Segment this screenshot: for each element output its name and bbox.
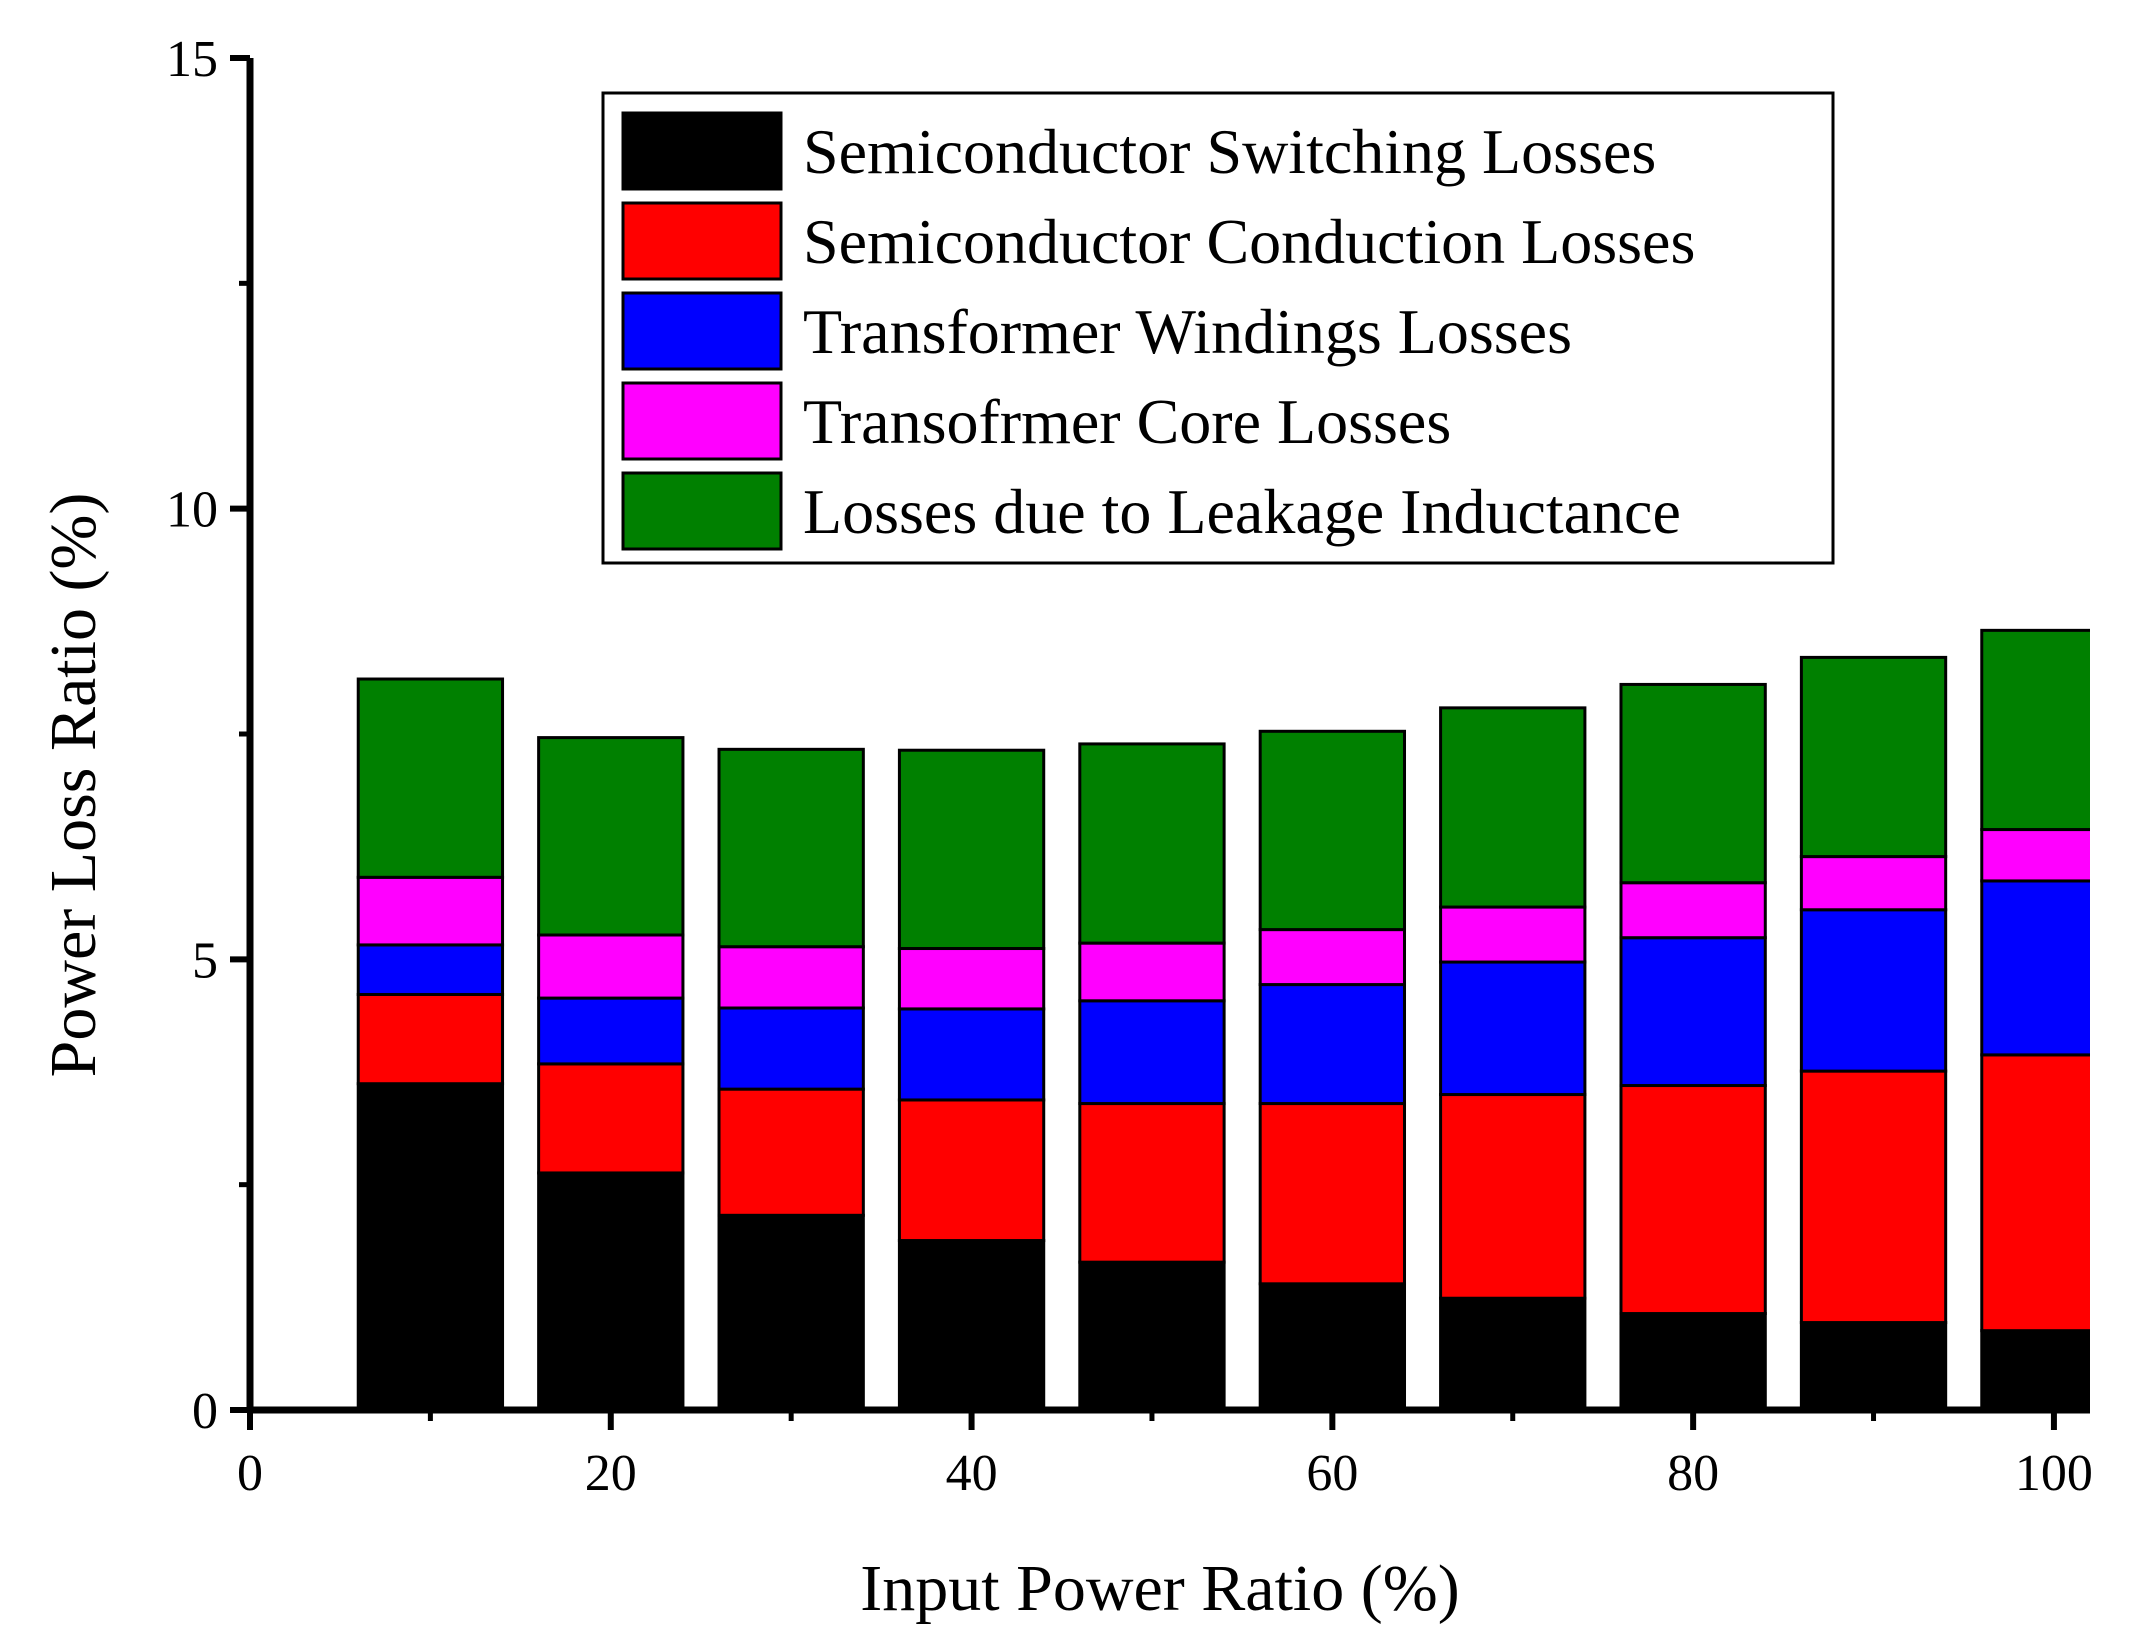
x-axis-title: Input Power Ratio (%) — [860, 1552, 1459, 1625]
bar-segment-30-series-3 — [717, 945, 865, 1010]
bar-segment-20-series-4 — [537, 736, 685, 937]
bar-segment-50-series-1 — [1078, 1102, 1226, 1264]
bar-segment-50-series-3 — [1078, 941, 1226, 1003]
bar-segment-60-series-1 — [1258, 1102, 1407, 1286]
bar-segment-40-series-4 — [897, 748, 1046, 951]
legend-label-2: Transformer Windings Losses — [803, 296, 1572, 367]
y-tick-label-10: 10 — [166, 482, 218, 539]
x-tick-label-0: 0 — [237, 1445, 263, 1502]
bar-segment-70-series-2 — [1439, 960, 1587, 1097]
bar-segment-50-series-4 — [1078, 742, 1226, 945]
bar-segment-50-series-2 — [1078, 999, 1226, 1106]
bar-segment-20-series-2 — [537, 996, 685, 1066]
bar-segment-100-series-1 — [1980, 1053, 2090, 1333]
bars-group — [356, 628, 2090, 1412]
bar-segment-100-series-3 — [1980, 828, 2090, 883]
bar-segment-10-series-0 — [356, 1082, 505, 1412]
bar-segment-70-series-0 — [1439, 1296, 1587, 1412]
legend-label-1: Semiconductor Conduction Losses — [803, 206, 1695, 277]
bar-segment-60-series-3 — [1258, 928, 1407, 987]
x-tick-label-40: 40 — [946, 1445, 998, 1502]
bar-segment-100-series-0 — [1980, 1329, 2090, 1412]
ticks-group: 0 5 10 15 0 20 40 60 80 100 — [166, 31, 2093, 1502]
legend-box — [601, 91, 1835, 565]
bar-segment-80-series-3 — [1619, 881, 1767, 940]
bar-segment-80-series-1 — [1619, 1084, 1767, 1316]
bar-segment-70-series-3 — [1439, 905, 1587, 964]
bar-segment-10-series-1 — [356, 992, 505, 1086]
bar-segment-30-series-2 — [717, 1006, 865, 1091]
bar-segment-70-series-1 — [1439, 1093, 1587, 1300]
legend-label-3: Transofrmer Core Losses — [803, 386, 1451, 457]
bar-segment-30-series-0 — [717, 1213, 865, 1412]
legend-swatch-1 — [621, 201, 783, 281]
x-tick-label-100: 100 — [2015, 1445, 2093, 1502]
bar-segment-20-series-1 — [537, 1062, 685, 1175]
bar-segment-80-series-0 — [1619, 1312, 1767, 1412]
x-tick-label-20: 20 — [585, 1445, 637, 1502]
bar-segment-80-series-2 — [1619, 936, 1767, 1088]
bar-segment-60-series-2 — [1258, 983, 1407, 1106]
bar-segment-60-series-0 — [1258, 1282, 1407, 1412]
bar-segment-10-series-3 — [356, 875, 505, 947]
legend-swatch-4 — [621, 471, 783, 551]
y-tick-label-15: 15 — [166, 31, 218, 88]
bar-segment-20-series-0 — [537, 1171, 685, 1412]
legend-swatch-0 — [621, 111, 783, 191]
x-tick-label-60: 60 — [1306, 1445, 1358, 1502]
bar-segment-90-series-0 — [1799, 1321, 1948, 1412]
bar-segment-20-series-3 — [537, 933, 685, 1000]
bar-segment-40-series-1 — [897, 1098, 1046, 1243]
bar-segment-30-series-1 — [717, 1087, 865, 1217]
bar-segment-40-series-0 — [897, 1239, 1046, 1412]
bar-segment-10-series-4 — [356, 677, 505, 879]
legend-label-0: Semiconductor Switching Losses — [803, 116, 1656, 187]
y-tick-label-0: 0 — [192, 1383, 218, 1440]
legend-swatch-2 — [621, 291, 783, 371]
bar-segment-100-series-4 — [1980, 628, 2090, 832]
bar-segment-30-series-4 — [717, 747, 865, 949]
y-tick-label-5: 5 — [192, 932, 218, 989]
bar-segment-10-series-2 — [356, 943, 505, 996]
bar-segment-90-series-1 — [1799, 1069, 1948, 1325]
legend-swatch-3 — [621, 381, 783, 461]
bar-segment-50-series-0 — [1078, 1260, 1226, 1412]
bar-segment-60-series-4 — [1258, 729, 1407, 932]
legend: Semiconductor Switching Losses Semiconduc… — [601, 91, 1835, 565]
bar-segment-40-series-3 — [897, 947, 1046, 1011]
bar-segment-70-series-4 — [1439, 706, 1587, 909]
bar-segment-90-series-2 — [1799, 908, 1948, 1073]
y-axis-title: Power Loss Ratio (%) — [37, 493, 110, 1078]
x-tick-label-80: 80 — [1667, 1445, 1719, 1502]
bar-segment-80-series-4 — [1619, 682, 1767, 885]
legend-label-4: Losses due to Leakage Inductance — [803, 476, 1681, 547]
bar-segment-100-series-2 — [1980, 879, 2090, 1057]
bar-segment-40-series-2 — [897, 1007, 1046, 1102]
bar-segment-90-series-3 — [1799, 855, 1948, 912]
bar-segment-90-series-4 — [1799, 655, 1948, 859]
